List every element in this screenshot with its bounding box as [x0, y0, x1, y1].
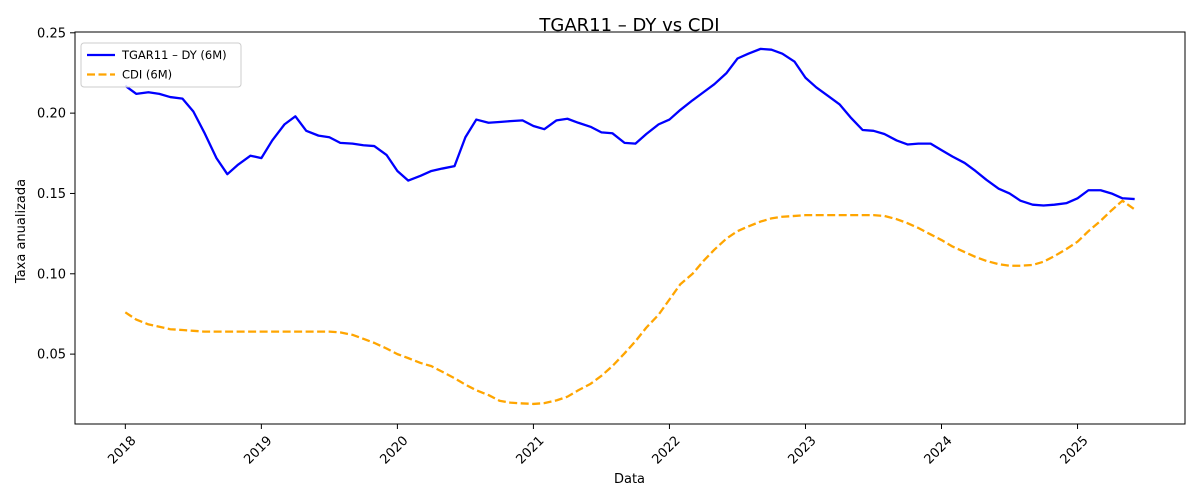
y-tick-label: 0.10 [37, 267, 66, 282]
axes: 2018 2019 2020 2021 2022 2023 2024 2025 0.05 0.10… [37, 26, 1186, 467]
y-tick-label: 0.20 [37, 107, 66, 122]
y-tick-label: 0.15 [37, 187, 66, 202]
y-tick-label: 0.05 [37, 348, 66, 363]
x-tick-label: 2022 [649, 433, 683, 467]
y-axis-label: Taxa anualizada [14, 179, 29, 284]
legend-entry-1: TGAR11 – DY (6M) [121, 48, 227, 62]
axes-frame [74, 31, 1186, 425]
plot-area [124, 47, 1136, 406]
series-line-2 [124, 199, 1136, 406]
x-tick-label: 2025 [1058, 433, 1092, 467]
x-tick-label: 2021 [513, 433, 547, 467]
x-tick-label: 2019 [241, 433, 275, 467]
series-line-1 [124, 47, 1135, 207]
legend-entry-2: CDI (6M) [122, 68, 172, 82]
x-tick-label: 2018 [105, 433, 139, 467]
legend-box [80, 42, 242, 88]
x-tick-label: 2023 [786, 433, 820, 467]
x-tick-label: 2020 [377, 433, 411, 467]
legend: TGAR11 – DY (6M) CDI (6M) [80, 42, 242, 88]
x-tick-label: 2024 [922, 433, 956, 467]
x-axis-label: Data [614, 472, 645, 487]
y-tick-label: 0.25 [37, 26, 66, 41]
chart-title: TGAR11 – DY vs CDI [538, 15, 719, 36]
